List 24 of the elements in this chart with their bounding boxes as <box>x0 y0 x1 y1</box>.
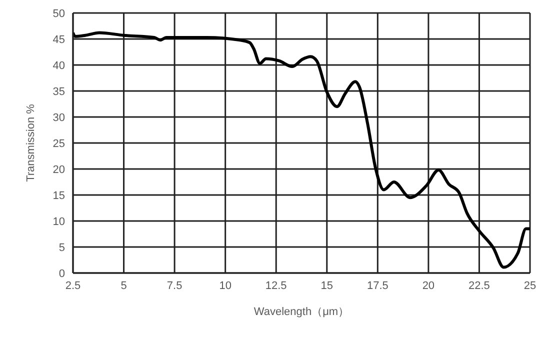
y-tick-label: 45 <box>52 34 65 46</box>
x-tick-label: 2.5 <box>65 280 81 292</box>
y-tick-label: 20 <box>52 164 65 176</box>
x-tick-label: 10 <box>219 280 232 292</box>
x-tick-label: 25 <box>524 280 536 292</box>
x-tick-label: 5 <box>120 280 127 292</box>
y-tick-label: 35 <box>52 86 65 98</box>
y-tick-label: 15 <box>52 190 65 202</box>
y-tick-label: 40 <box>52 60 65 72</box>
y-tick-label: 50 <box>52 8 65 20</box>
x-tick-label: 15 <box>320 280 334 292</box>
line-series <box>73 31 530 269</box>
x-axis-title: Wavelength（μm） <box>254 306 350 318</box>
x-tick-label: 12.5 <box>265 280 287 292</box>
x-tick-label: 20 <box>422 280 435 292</box>
x-tick-label: 7.5 <box>166 280 182 292</box>
y-axis-title: Transmission % <box>24 104 37 182</box>
y-tick-label: 0 <box>58 268 65 280</box>
y-tick-label: 10 <box>52 216 65 228</box>
x-tick-label: 17.5 <box>366 280 388 292</box>
y-tick-label: 25 <box>52 138 65 150</box>
y-tick-label: 5 <box>58 242 65 254</box>
x-tick-label: 22.5 <box>468 280 490 292</box>
y-tick-label: 30 <box>52 112 65 124</box>
